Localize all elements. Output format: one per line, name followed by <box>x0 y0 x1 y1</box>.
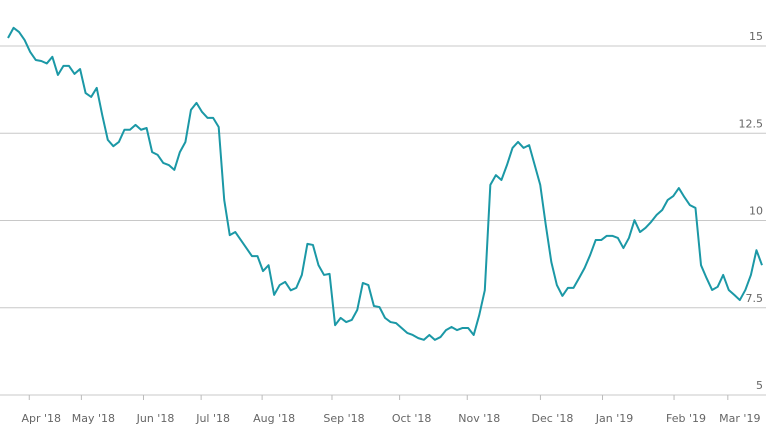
y-tick-label: 5 <box>756 379 763 392</box>
x-tick-label: Mar '19 <box>719 412 760 425</box>
x-tick-label: Apr '18 <box>21 412 61 425</box>
y-tick-label: 15 <box>749 30 763 43</box>
x-tick-label: Dec '18 <box>532 412 574 425</box>
x-tick-label: May '18 <box>72 412 115 425</box>
y-tick-label: 12.5 <box>739 117 764 130</box>
x-tick-label: Jun '18 <box>136 412 175 425</box>
x-tick-label: Sep '18 <box>323 412 364 425</box>
x-tick-label: Oct '18 <box>392 412 432 425</box>
x-tick-label: Jan '19 <box>595 412 633 425</box>
x-tick-label: Aug '18 <box>253 412 295 425</box>
line-series <box>7 26 763 341</box>
y-tick-label: 10 <box>749 205 763 218</box>
x-tick-label: Jul '18 <box>195 412 230 425</box>
y-tick-label: 7.5 <box>746 292 764 305</box>
x-tick-label: Nov '18 <box>458 412 500 425</box>
x-tick-label: Feb '19 <box>666 412 706 425</box>
